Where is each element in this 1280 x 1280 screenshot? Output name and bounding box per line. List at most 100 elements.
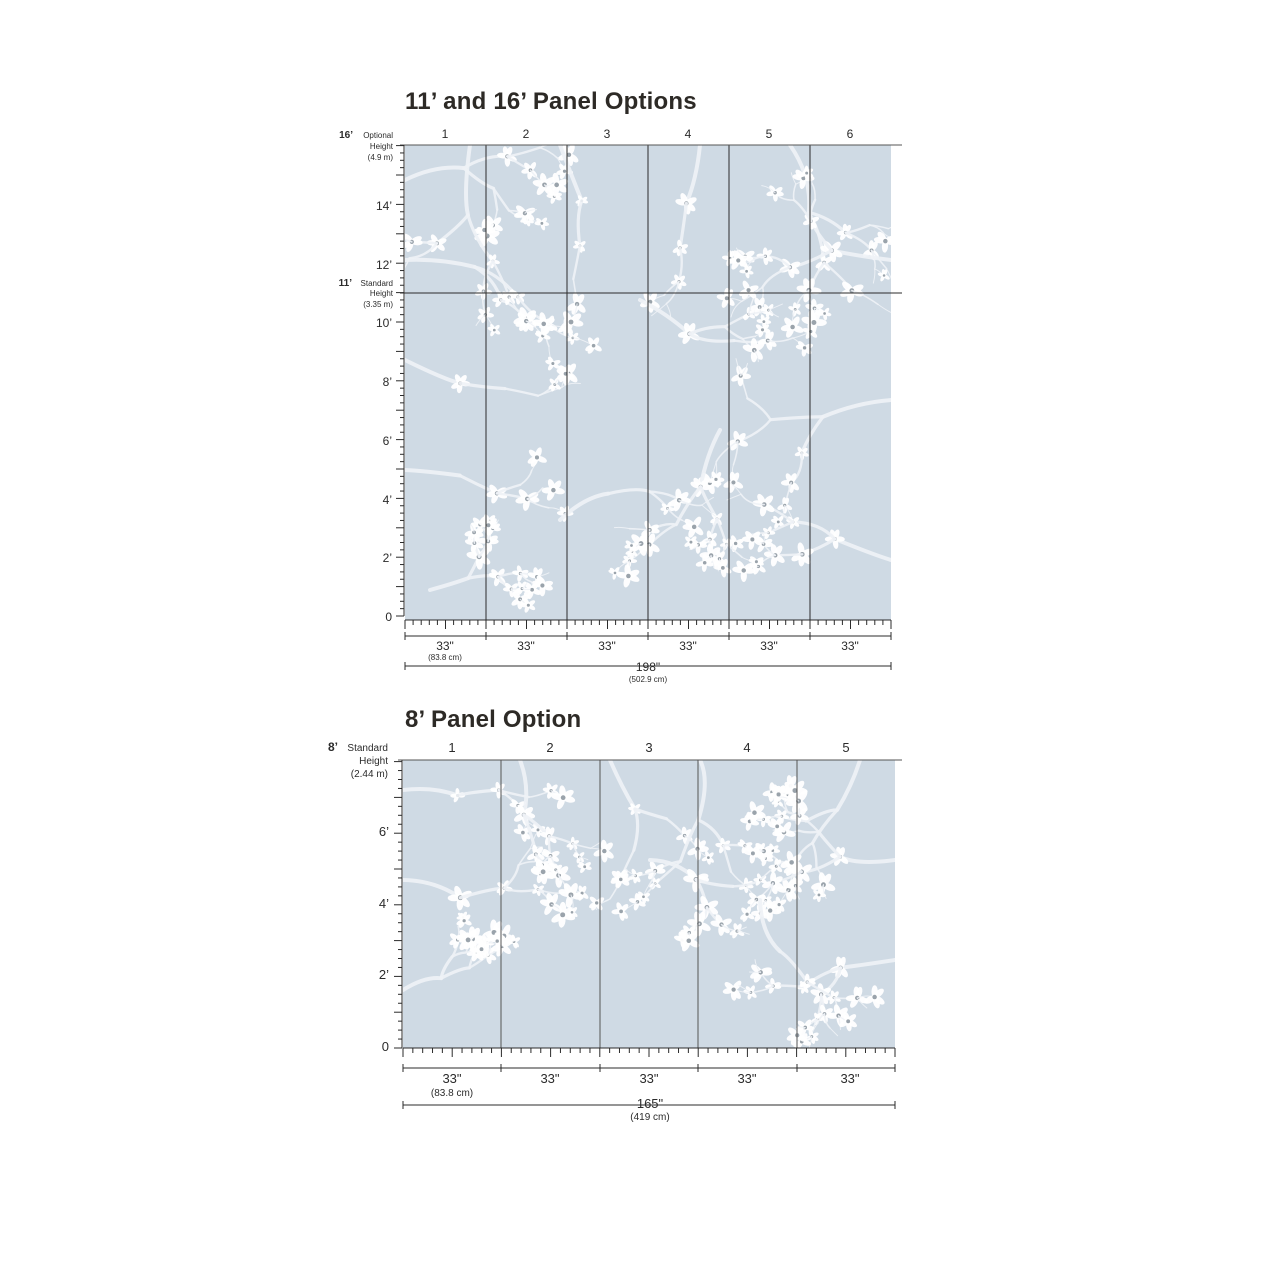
flower-center — [724, 296, 729, 301]
flower-center — [566, 152, 572, 157]
top-axis-label: 10’ — [376, 316, 392, 330]
branch-stroke — [405, 238, 413, 243]
flower-center — [752, 810, 757, 815]
top-panel-numbers: 1 2 3 4 5 6 — [442, 127, 854, 141]
top-horizontal-ruler — [404, 619, 892, 670]
branch-stroke — [439, 966, 471, 980]
branch-stroke — [495, 483, 522, 495]
flower-center — [882, 274, 886, 277]
magnolia-flower — [782, 780, 808, 802]
flower-center — [686, 938, 692, 944]
flower-center — [691, 524, 697, 530]
branch-stroke — [518, 760, 529, 817]
branch-stroke — [753, 349, 759, 363]
top-panel-number: 6 — [847, 127, 854, 141]
flower-center — [536, 828, 540, 832]
branch-stroke — [701, 504, 716, 517]
flower-center — [872, 994, 877, 1000]
top-axis-label: 12’ — [376, 258, 392, 272]
top-total-width-metric: (502.9 cm) — [629, 675, 668, 684]
flower-petal — [540, 322, 548, 336]
magnolia-flower — [532, 312, 555, 336]
floral-clip-group — [403, 760, 895, 1048]
flower-petal — [829, 249, 837, 263]
flower-center — [462, 919, 466, 923]
magnolia-flower — [812, 888, 827, 903]
branch-stroke — [715, 440, 739, 463]
branch-stroke — [696, 848, 699, 861]
magnolia-flower — [741, 530, 763, 550]
flower-center — [731, 480, 736, 485]
branch-stroke — [526, 487, 544, 500]
flower-center — [776, 792, 781, 797]
flower-center — [534, 455, 540, 460]
flower-petal — [774, 825, 780, 837]
bottom-standard-height-label2: Height — [359, 756, 388, 767]
flower-center — [560, 795, 566, 801]
magnolia-flower — [515, 312, 537, 332]
branch-stroke — [524, 209, 538, 214]
branch-stroke — [811, 841, 818, 869]
top-axis-labels: 14’ 12’ 10’ 8’ 6’ 4’ 2’ 0 — [376, 199, 392, 624]
branch-stroke — [823, 1013, 831, 1029]
top-standard-height-label2: Height — [370, 289, 394, 298]
flower-petal — [749, 852, 756, 864]
magnolia-flower — [754, 536, 774, 553]
top-mural — [400, 144, 902, 620]
branch-stroke — [725, 543, 743, 558]
branch-stroke — [804, 808, 839, 823]
magnolia-flower — [731, 365, 752, 387]
top-height-labels: 16’ Optional Height (4.9 m) 11’ Standard… — [339, 130, 394, 309]
magnolia-flower — [593, 839, 614, 863]
flower-center — [492, 328, 496, 332]
magnolia-flower — [684, 536, 698, 550]
flower-center — [762, 320, 766, 324]
branch-stroke — [838, 1015, 841, 1030]
branch-stroke — [606, 488, 652, 496]
bottom-section-title: 8’ Panel Option — [405, 706, 582, 733]
flower-petal — [718, 923, 725, 936]
top-panel-width: 33" — [679, 639, 697, 653]
flower-center — [721, 566, 725, 570]
flower-petal — [475, 555, 483, 570]
flower-center — [805, 171, 809, 175]
flower-center — [714, 477, 718, 482]
magnolia-flower — [864, 985, 885, 1009]
branch-stroke — [613, 526, 631, 530]
branch-stroke — [710, 554, 715, 568]
branch-stroke — [674, 485, 703, 527]
branch-stroke — [651, 303, 667, 317]
flower-center — [760, 328, 765, 332]
flower-center — [745, 912, 749, 916]
branch-stroke — [519, 572, 532, 583]
branch-stroke — [816, 830, 842, 859]
branch-stroke — [450, 951, 468, 958]
flower-center — [583, 865, 587, 869]
magnolia-flower — [710, 914, 732, 936]
flower-center — [580, 891, 584, 895]
bottom-height-labels: 8’ Standard Height (2.44 m) — [328, 740, 388, 780]
branch-stroke — [403, 975, 444, 992]
top-width-labels: 33" 33" 33" 33" 33" 33" (83.8 cm) 198" (… — [428, 639, 859, 684]
bottom-standard-height-feet: 8’ — [328, 740, 338, 754]
flower-center — [560, 912, 566, 918]
flower-petal — [768, 864, 777, 869]
branch-stroke — [698, 428, 722, 489]
magnolia-flower — [530, 860, 555, 885]
top-panel-width: 33" — [760, 639, 778, 653]
bottom-total-width-metric: (419 cm) — [630, 1112, 669, 1123]
flower-center — [741, 568, 746, 573]
magnolia-flower — [756, 314, 772, 329]
flower-center — [551, 487, 556, 493]
branch-stroke — [684, 145, 702, 206]
magnolia-flower — [802, 323, 818, 339]
flower-petal — [612, 572, 617, 580]
branch-stroke — [758, 898, 782, 954]
branch-stroke — [736, 930, 750, 935]
flower-center — [568, 319, 574, 325]
magnolia-flower — [770, 515, 785, 529]
bottom-panel-width-metric: (83.8 cm) — [431, 1088, 473, 1099]
top-optional-height-feet: 16’ — [339, 130, 353, 141]
branch-stroke — [701, 496, 714, 506]
